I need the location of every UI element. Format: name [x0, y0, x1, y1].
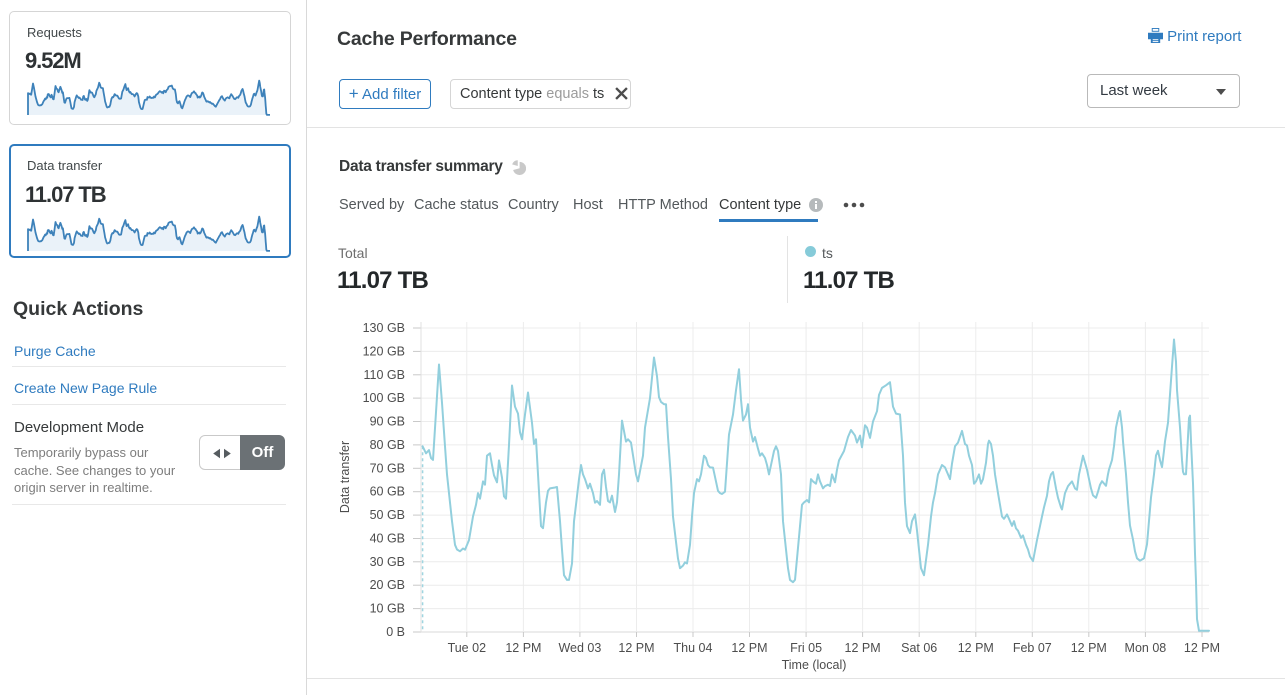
svg-text:12 PM: 12 PM [845, 641, 881, 655]
svg-text:Fri 05: Fri 05 [790, 641, 822, 655]
svg-text:50 GB: 50 GB [370, 508, 405, 522]
svg-text:12 PM: 12 PM [958, 641, 994, 655]
svg-text:Feb 07: Feb 07 [1013, 641, 1052, 655]
svg-text:70 GB: 70 GB [370, 461, 405, 475]
svg-text:Time (local): Time (local) [782, 658, 847, 672]
svg-text:20 GB: 20 GB [370, 578, 405, 592]
svg-text:Tue 02: Tue 02 [448, 641, 487, 655]
svg-text:0 B: 0 B [386, 625, 405, 639]
svg-text:110 GB: 110 GB [364, 368, 405, 382]
svg-text:12 PM: 12 PM [505, 641, 541, 655]
svg-text:Thu 04: Thu 04 [674, 641, 713, 655]
svg-text:Mon 08: Mon 08 [1125, 641, 1167, 655]
svg-text:80 GB: 80 GB [370, 438, 405, 452]
svg-text:120 GB: 120 GB [363, 344, 405, 358]
svg-text:12 PM: 12 PM [731, 641, 767, 655]
svg-text:30 GB: 30 GB [370, 555, 405, 569]
svg-text:100 GB: 100 GB [363, 391, 405, 405]
svg-text:12 PM: 12 PM [1184, 641, 1220, 655]
svg-text:10 GB: 10 GB [370, 602, 405, 616]
svg-text:12 PM: 12 PM [1071, 641, 1107, 655]
svg-text:90 GB: 90 GB [370, 415, 405, 429]
svg-text:12 PM: 12 PM [618, 641, 654, 655]
svg-text:60 GB: 60 GB [370, 485, 405, 499]
svg-text:Sat 06: Sat 06 [901, 641, 937, 655]
svg-text:Wed 03: Wed 03 [558, 641, 601, 655]
svg-text:Data transfer: Data transfer [338, 441, 352, 513]
svg-text:40 GB: 40 GB [370, 532, 405, 546]
svg-text:130 GB: 130 GB [363, 321, 405, 335]
